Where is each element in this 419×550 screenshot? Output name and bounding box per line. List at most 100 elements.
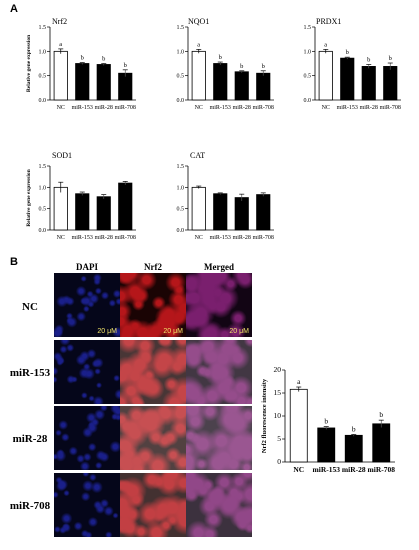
micrograph-merged-mir-153 <box>186 340 252 404</box>
scale-bar-label: 20 μM <box>229 328 249 335</box>
chart-title: PRDX1 <box>316 17 341 26</box>
y-axis-label: Nrf2 fluorescence intensity <box>261 378 268 453</box>
bar-mir-153 <box>75 63 90 101</box>
column-label-nrf2: Nrf2 <box>144 262 162 272</box>
x-tick-label: miR-708 <box>115 105 136 111</box>
bar-mir-28 <box>361 66 376 101</box>
y-tick-label: 0.5 <box>39 207 47 213</box>
x-tick-label: miR-708 <box>380 105 401 111</box>
micrograph-nrf2-nc: 20 μM <box>120 273 186 337</box>
x-tick-label: NC <box>57 235 65 241</box>
bar-mir-153 <box>340 57 355 101</box>
y-tick-label: 1.5 <box>177 25 185 31</box>
x-tick-label: NC <box>195 235 203 241</box>
bar-mir-28 <box>96 196 111 231</box>
y-tick-label: 0.5 <box>39 74 47 80</box>
significance-letter: b <box>219 54 222 61</box>
y-tick-label: 15 <box>274 388 282 397</box>
bar-nc <box>191 50 206 101</box>
x-tick-label: miR-28 <box>233 105 251 111</box>
y-tick-label: 1.0 <box>177 185 185 191</box>
significance-letter: a <box>59 41 62 48</box>
significance-letter: b <box>124 62 127 69</box>
micrograph-dapi-nc: 20 μM <box>54 273 120 337</box>
micrograph-merged-mir-28 <box>186 406 252 470</box>
x-tick-label: miR-708 <box>253 235 274 241</box>
y-tick-label: 1.5 <box>39 25 47 31</box>
micrograph-merged-mir-708 <box>186 473 252 537</box>
panel-label-b: B <box>10 256 18 268</box>
x-tick-label: miR-708 <box>115 235 136 241</box>
x-tick-label: miR-153 <box>72 235 93 241</box>
significance-letter: b <box>81 55 84 62</box>
y-tick-label: 0.0 <box>177 98 185 104</box>
x-tick-label: miR-28 <box>342 465 366 474</box>
x-tick-label: miR-28 <box>360 105 378 111</box>
micrograph-dapi-mir-708 <box>54 473 120 537</box>
x-tick-label: miR-708 <box>253 105 274 111</box>
y-tick-label: 0.0 <box>177 228 185 234</box>
row-label-nc: NC <box>22 301 38 313</box>
scale-bar-label: 20 μM <box>97 328 117 335</box>
bar-mir-708 <box>118 72 133 101</box>
significance-letter: a <box>197 41 200 48</box>
x-tick-label: miR-153 <box>313 465 341 474</box>
bar-mir-28 <box>344 434 363 463</box>
chart-title: CAT <box>190 151 205 160</box>
y-tick-label: 0.5 <box>304 74 312 80</box>
micrograph-nrf2-mir-153 <box>120 340 186 404</box>
scale-bar-label: 20 μM <box>163 328 183 335</box>
bar-mir-28 <box>234 197 249 231</box>
bar-nc <box>53 50 68 101</box>
bar-mir-153 <box>213 193 228 231</box>
micrograph-merged-nc: 20 μM <box>186 273 252 337</box>
x-tick-label: miR-28 <box>95 235 113 241</box>
y-tick-label: 5 <box>277 434 281 443</box>
significance-letter: b <box>240 63 243 70</box>
y-tick-label: 1.0 <box>177 49 185 55</box>
micrograph-nrf2-mir-708 <box>120 473 186 537</box>
bar-mir-28 <box>234 71 249 101</box>
bar-nc <box>53 186 68 231</box>
x-tick-label: NC <box>195 105 203 111</box>
y-tick-label: 0.5 <box>177 207 185 213</box>
bar-mir-28 <box>96 64 111 101</box>
column-label-merged: Merged <box>204 262 234 272</box>
micrograph-dapi-mir-153 <box>54 340 120 404</box>
significance-letter: b <box>262 63 265 70</box>
bar-mir-153 <box>75 193 90 231</box>
significance-letter: b <box>379 410 383 419</box>
row-label-mir-708: miR-708 <box>9 500 51 512</box>
significance-letter: b <box>102 56 105 63</box>
y-tick-label: 0.0 <box>304 98 312 104</box>
y-tick-label: 0 <box>277 457 281 466</box>
x-tick-label: miR-153 <box>72 105 93 111</box>
bar-mir-153 <box>317 427 336 463</box>
micrograph-nrf2-mir-28 <box>120 406 186 470</box>
bar-mir-708 <box>383 66 398 101</box>
x-tick-label: miR-153 <box>210 235 231 241</box>
bar-nc <box>318 50 333 101</box>
y-tick-label: 1.0 <box>39 185 47 191</box>
significance-letter: b <box>346 49 349 56</box>
bar-mir-708 <box>372 423 391 463</box>
chart-title: SOD1 <box>52 151 72 160</box>
bar-mir-708 <box>118 182 133 231</box>
x-tick-label: miR-708 <box>368 465 396 474</box>
y-tick-label: 0.5 <box>177 74 185 80</box>
x-tick-label: NC <box>293 465 304 474</box>
x-tick-label: miR-28 <box>233 235 251 241</box>
x-tick-label: NC <box>57 105 65 111</box>
bar-nc <box>289 388 308 463</box>
significance-letter: b <box>389 55 392 62</box>
micrograph-dapi-mir-28 <box>54 406 120 470</box>
x-tick-label: miR-28 <box>95 105 113 111</box>
row-label-mir-28: miR-28 <box>12 433 48 445</box>
bar-nc <box>191 186 206 231</box>
bar-mir-153 <box>213 63 228 101</box>
y-tick-label: 0.0 <box>39 98 47 104</box>
row-label-mir-153: miR-153 <box>9 367 51 379</box>
significance-letter: a <box>297 377 301 386</box>
column-label-dapi: DAPI <box>76 262 98 272</box>
